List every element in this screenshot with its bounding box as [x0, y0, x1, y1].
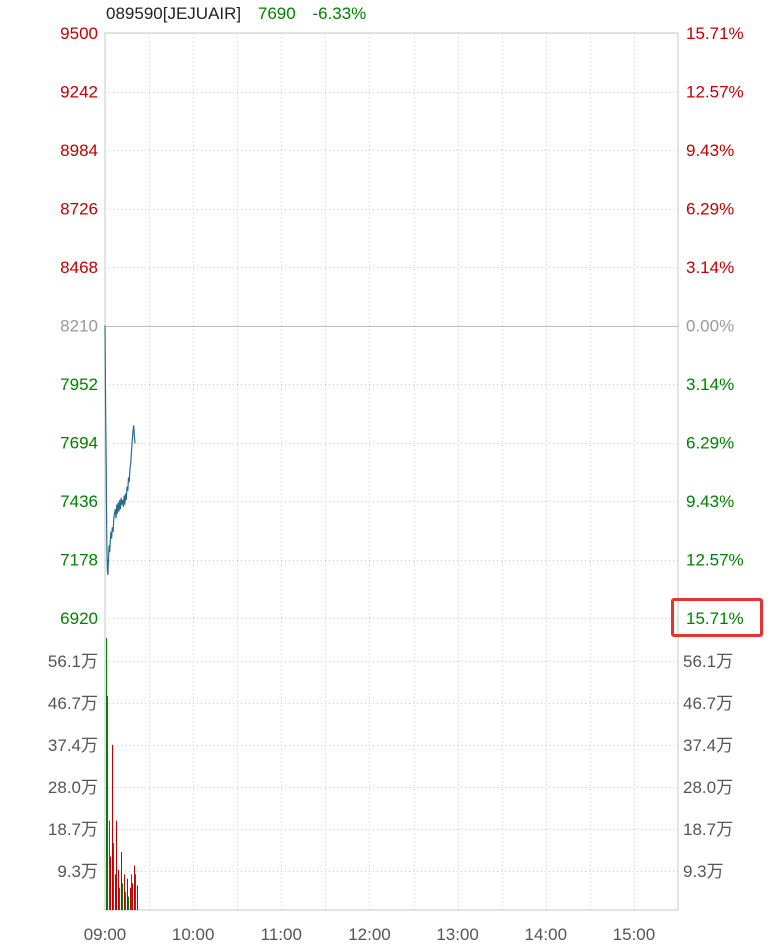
volume-bars	[106, 637, 138, 910]
price-tick-label-left: 7178	[60, 551, 98, 570]
percent-tick-label-right: 12.57%	[686, 551, 744, 570]
volume-tick-label-left: 37.4万	[48, 736, 98, 755]
percent-tick-label-right: 6.29%	[686, 200, 734, 219]
volume-tick-label-left: 18.7万	[48, 820, 98, 839]
time-tick-label: 14:00	[524, 925, 567, 944]
time-tick-label: 11:00	[261, 925, 302, 944]
volume-tick-label-right: 56.1万	[683, 652, 733, 671]
price-tick-label-left: 8984	[60, 141, 98, 160]
price-line-layer	[104, 325, 136, 575]
percent-tick-label-right: 9.43%	[686, 492, 734, 511]
price-tick-label-left: 6920	[60, 609, 98, 628]
time-tick-label: 10:00	[172, 925, 215, 944]
percent-tick-label-right: 6.29%	[686, 434, 734, 453]
price-tick-label-left: 8726	[60, 200, 98, 219]
percent-tick-label-right: 15.71%	[686, 24, 744, 43]
volume-tick-label-left: 46.7万	[48, 694, 98, 713]
percent-tick-label-right: 0.00%	[686, 317, 734, 336]
volume-tick-label-left: 28.0万	[48, 778, 98, 797]
volume-tick-label-left: 56.1万	[48, 652, 98, 671]
price-tick-label-left: 7436	[60, 492, 98, 511]
price-change-percent: -6.33%	[312, 4, 367, 23]
grid-layer	[104, 32, 679, 911]
percent-tick-label-right: 3.14%	[686, 375, 734, 394]
axis-labels: 9500 9242 8984 8726 8468 8210 7952 7694 7436 7178…	[48, 24, 744, 944]
time-tick-label: 13:00	[436, 925, 479, 944]
price-line	[104, 325, 136, 575]
volume-tick-label-right: 37.4万	[683, 736, 733, 755]
volume-tick-label-right: 46.7万	[683, 694, 733, 713]
time-tick-label: 15:00	[613, 925, 656, 944]
price-tick-label-left: 8468	[60, 258, 98, 277]
chart-frame	[104, 32, 679, 911]
percent-tick-label-right: 12.57%	[686, 83, 744, 102]
volume-tick-label-right: 18.7万	[683, 820, 733, 839]
price-tick-label-left: 9500	[60, 24, 98, 43]
stock-code: 089590[JEJUAIR]	[106, 4, 242, 23]
volume-tick-label-right: 28.0万	[683, 778, 733, 797]
chart-header: 089590[JEJUAIR] 7690 -6.33%	[106, 4, 378, 24]
highlight-box	[671, 598, 763, 637]
percent-tick-label-right: 15.71%	[686, 609, 744, 628]
percent-tick-label-right: 3.14%	[686, 258, 734, 277]
time-tick-label: 09:00	[84, 925, 127, 944]
time-tick-label: 12:00	[348, 925, 391, 944]
price-tick-label-left: 8210	[60, 317, 98, 336]
price-tick-label-left: 7952	[60, 375, 98, 394]
volume-tick-label-right: 9.3万	[683, 862, 724, 881]
price-tick-label-left: 7694	[60, 434, 98, 453]
volume-tick-label-left: 9.3万	[57, 862, 98, 881]
percent-tick-label-right: 9.43%	[686, 141, 734, 160]
price-tick-label-left: 9242	[60, 83, 98, 102]
current-price: 7690	[257, 4, 296, 23]
